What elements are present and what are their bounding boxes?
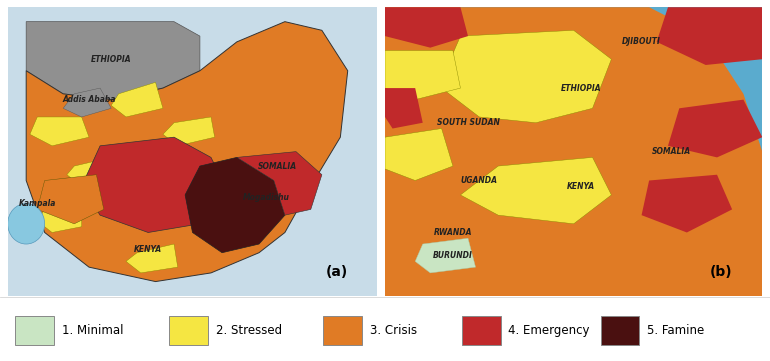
Polygon shape [26, 22, 200, 100]
Polygon shape [385, 7, 468, 48]
Text: (a): (a) [326, 265, 348, 279]
Text: 5. Famine: 5. Famine [647, 323, 704, 337]
Polygon shape [657, 7, 762, 65]
Text: KENYA: KENYA [567, 182, 595, 191]
Text: RWANDA: RWANDA [434, 228, 472, 237]
Polygon shape [82, 137, 229, 232]
Polygon shape [37, 204, 82, 232]
Polygon shape [668, 100, 762, 157]
Polygon shape [126, 244, 178, 273]
Text: 3. Crisis: 3. Crisis [370, 323, 417, 337]
FancyBboxPatch shape [15, 316, 54, 345]
Text: Mogadishu: Mogadishu [243, 193, 290, 202]
Polygon shape [63, 88, 111, 117]
Polygon shape [26, 22, 348, 282]
Text: ETHIOPIA: ETHIOPIA [561, 84, 601, 92]
FancyBboxPatch shape [601, 316, 639, 345]
Text: SOMALIA: SOMALIA [652, 147, 691, 156]
Polygon shape [442, 30, 611, 123]
Text: UGANDA: UGANDA [460, 176, 498, 185]
Text: (b): (b) [709, 265, 732, 279]
Polygon shape [385, 51, 460, 100]
Polygon shape [415, 238, 476, 273]
Text: BURUNDI: BURUNDI [433, 251, 473, 260]
Text: Addis Ababa: Addis Ababa [62, 95, 116, 104]
Text: 1. Minimal: 1. Minimal [62, 323, 123, 337]
Polygon shape [67, 157, 119, 186]
Polygon shape [185, 157, 285, 253]
FancyBboxPatch shape [169, 316, 208, 345]
Polygon shape [237, 152, 322, 215]
Polygon shape [641, 175, 732, 232]
Polygon shape [37, 175, 104, 224]
Ellipse shape [8, 204, 45, 244]
Text: KENYA: KENYA [134, 245, 162, 254]
Text: Kampala: Kampala [18, 199, 56, 208]
Text: 2. Stressed: 2. Stressed [216, 323, 282, 337]
Polygon shape [111, 82, 163, 117]
Polygon shape [163, 117, 215, 146]
FancyBboxPatch shape [462, 316, 501, 345]
Polygon shape [385, 88, 423, 129]
Text: DJIBOUTI: DJIBOUTI [622, 38, 661, 46]
Polygon shape [460, 157, 611, 224]
Polygon shape [385, 129, 453, 180]
FancyBboxPatch shape [323, 316, 362, 345]
Polygon shape [30, 117, 89, 146]
Text: ETHIOPIA: ETHIOPIA [91, 55, 132, 64]
Text: SOUTH SUDAN: SOUTH SUDAN [437, 118, 500, 127]
Text: 4. Emergency: 4. Emergency [508, 323, 590, 337]
Text: SOMALIA: SOMALIA [258, 162, 297, 170]
Polygon shape [385, 7, 762, 296]
